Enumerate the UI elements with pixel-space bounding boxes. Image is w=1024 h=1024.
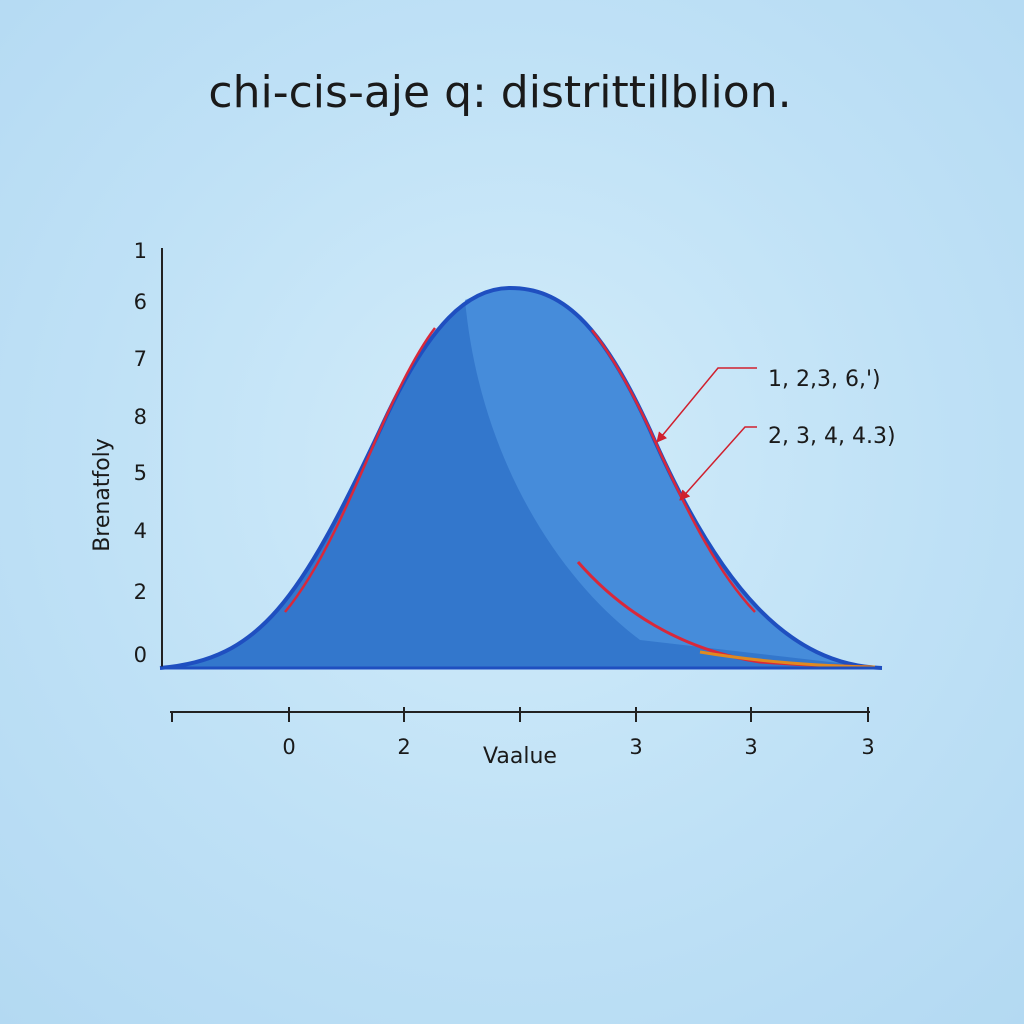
x-axis-label: Vaalue [483,744,557,769]
x-tick-label: 3 [861,735,874,759]
leader-line [656,367,757,443]
y-axis-label: Brenatfoly [90,438,115,552]
y-tick-label: 6 [134,290,147,314]
leader-line [679,426,757,501]
curve-outline [159,285,883,670]
x-tick-label: 3 [744,735,757,759]
y-tick-label: 1 [134,239,147,263]
y-tick-label: 7 [134,347,147,371]
y-tick-label: 0 [134,643,147,667]
y-tick-label: 5 [134,461,147,485]
annotation: 1, 2,3, 6,') [768,367,881,392]
y-tick-label: 8 [134,405,147,429]
x-tick-label: 2 [397,735,410,759]
annotation: 2, 3, 4, 4.3) [768,424,896,449]
curve-red-right [591,329,756,613]
y-tick-label: 2 [134,580,147,604]
x-tick-label: 3 [629,735,642,759]
curve-red-left [284,327,436,613]
curve-highlight [465,288,882,668]
inner-curve-tail [699,650,876,669]
chart-title: chi-cis-aje q: distrittilblion. [208,67,791,118]
y-tick-label: 4 [134,519,147,543]
x-tick-label: 0 [282,735,295,759]
